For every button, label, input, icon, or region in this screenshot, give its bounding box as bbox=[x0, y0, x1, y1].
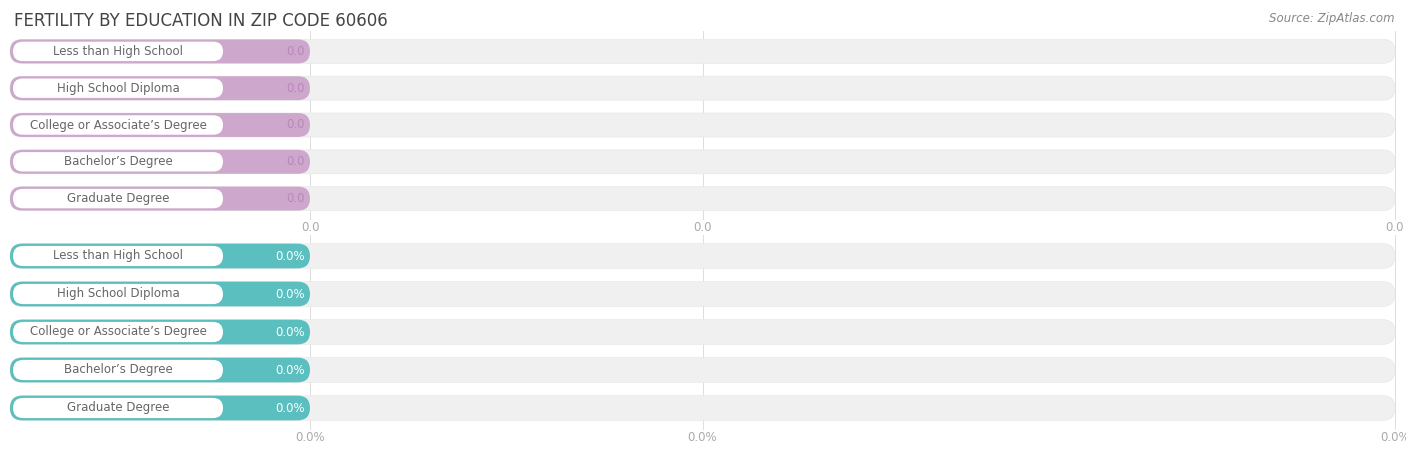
FancyBboxPatch shape bbox=[13, 360, 224, 380]
Text: FERTILITY BY EDUCATION IN ZIP CODE 60606: FERTILITY BY EDUCATION IN ZIP CODE 60606 bbox=[14, 12, 388, 30]
FancyBboxPatch shape bbox=[10, 187, 309, 210]
Text: Graduate Degree: Graduate Degree bbox=[66, 192, 169, 205]
FancyBboxPatch shape bbox=[10, 282, 309, 306]
FancyBboxPatch shape bbox=[13, 246, 224, 266]
Text: Bachelor’s Degree: Bachelor’s Degree bbox=[63, 363, 173, 377]
Text: Less than High School: Less than High School bbox=[53, 45, 183, 58]
FancyBboxPatch shape bbox=[10, 282, 1395, 306]
FancyBboxPatch shape bbox=[10, 244, 1395, 268]
FancyBboxPatch shape bbox=[13, 398, 224, 418]
FancyBboxPatch shape bbox=[13, 284, 224, 304]
FancyBboxPatch shape bbox=[13, 115, 224, 135]
Text: 0.0: 0.0 bbox=[287, 155, 305, 168]
Text: College or Associate’s Degree: College or Associate’s Degree bbox=[30, 325, 207, 339]
Text: Less than High School: Less than High School bbox=[53, 249, 183, 263]
Text: High School Diploma: High School Diploma bbox=[56, 82, 180, 95]
FancyBboxPatch shape bbox=[10, 358, 309, 382]
Text: Graduate Degree: Graduate Degree bbox=[66, 401, 169, 415]
FancyBboxPatch shape bbox=[10, 113, 309, 137]
Text: 0.0: 0.0 bbox=[287, 118, 305, 132]
FancyBboxPatch shape bbox=[10, 320, 1395, 344]
FancyBboxPatch shape bbox=[10, 187, 1395, 210]
Text: 0.0%: 0.0% bbox=[276, 287, 305, 301]
Text: High School Diploma: High School Diploma bbox=[56, 287, 180, 301]
Text: College or Associate’s Degree: College or Associate’s Degree bbox=[30, 118, 207, 132]
FancyBboxPatch shape bbox=[10, 39, 309, 63]
FancyBboxPatch shape bbox=[10, 150, 1395, 174]
Text: 0.0%: 0.0% bbox=[276, 249, 305, 263]
FancyBboxPatch shape bbox=[13, 322, 224, 342]
FancyBboxPatch shape bbox=[10, 113, 1395, 137]
Text: 0.0: 0.0 bbox=[301, 221, 319, 234]
Text: Bachelor’s Degree: Bachelor’s Degree bbox=[63, 155, 173, 168]
Text: 0.0: 0.0 bbox=[693, 221, 711, 234]
FancyBboxPatch shape bbox=[10, 396, 1395, 420]
FancyBboxPatch shape bbox=[13, 42, 224, 61]
Text: 0.0%: 0.0% bbox=[1381, 431, 1406, 444]
FancyBboxPatch shape bbox=[10, 76, 309, 100]
Text: 0.0%: 0.0% bbox=[295, 431, 325, 444]
Text: 0.0: 0.0 bbox=[287, 192, 305, 205]
Text: 0.0%: 0.0% bbox=[276, 325, 305, 339]
FancyBboxPatch shape bbox=[13, 152, 224, 171]
Text: 0.0%: 0.0% bbox=[276, 401, 305, 415]
FancyBboxPatch shape bbox=[10, 39, 1395, 63]
Text: 0.0: 0.0 bbox=[1386, 221, 1405, 234]
Text: Source: ZipAtlas.com: Source: ZipAtlas.com bbox=[1270, 12, 1395, 25]
FancyBboxPatch shape bbox=[13, 189, 224, 209]
FancyBboxPatch shape bbox=[10, 150, 309, 174]
FancyBboxPatch shape bbox=[10, 320, 309, 344]
FancyBboxPatch shape bbox=[10, 396, 309, 420]
FancyBboxPatch shape bbox=[10, 358, 1395, 382]
Text: 0.0%: 0.0% bbox=[276, 363, 305, 377]
Text: 0.0: 0.0 bbox=[287, 82, 305, 95]
FancyBboxPatch shape bbox=[13, 78, 224, 98]
FancyBboxPatch shape bbox=[10, 244, 309, 268]
FancyBboxPatch shape bbox=[10, 76, 1395, 100]
Text: 0.0: 0.0 bbox=[287, 45, 305, 58]
Text: 0.0%: 0.0% bbox=[688, 431, 717, 444]
